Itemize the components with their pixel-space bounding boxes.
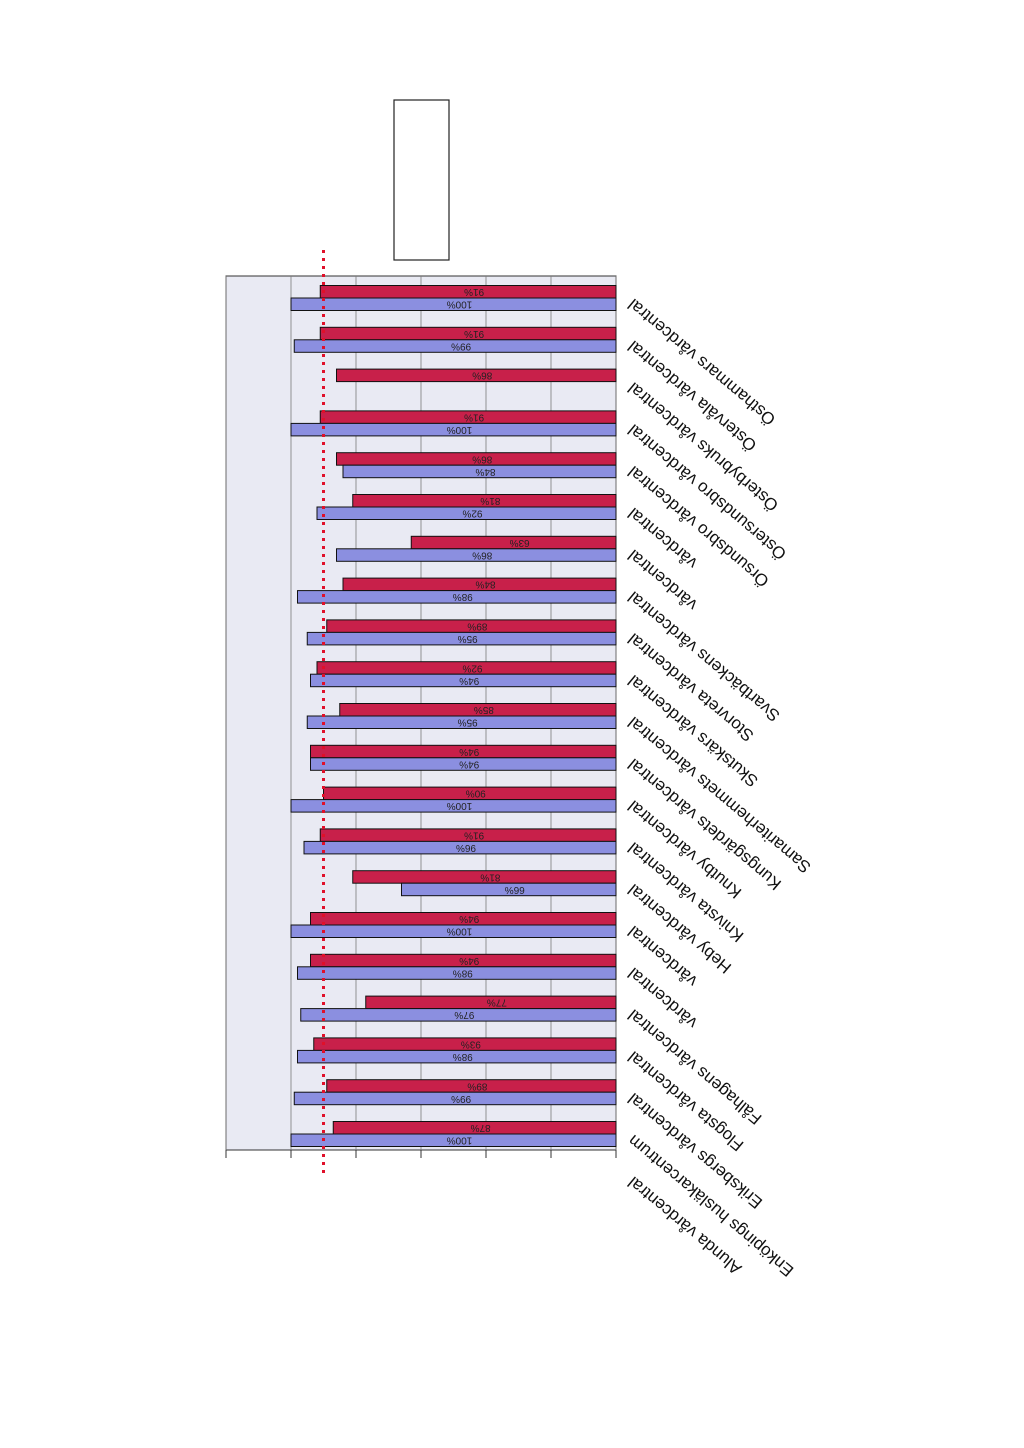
data-label-blue: 97% <box>454 1009 474 1020</box>
bar-blue <box>297 590 617 604</box>
data-label-blue: 96% <box>456 842 476 853</box>
data-label-red: 91% <box>464 286 484 297</box>
bar-blue <box>290 297 617 311</box>
data-label-blue: 100% <box>447 299 473 310</box>
data-label-red: 93% <box>461 1039 481 1050</box>
data-label-blue: 86% <box>472 549 492 560</box>
bar-blue <box>297 966 617 980</box>
data-label-red: 63% <box>510 537 530 548</box>
bars-layer: 91%100%91%99%86%91%100%86%84%81%92%63%86… <box>290 285 617 1147</box>
bar-blue <box>290 924 617 938</box>
data-label-red: 89% <box>467 1080 487 1091</box>
bar-blue <box>290 799 617 813</box>
data-label-red: 85% <box>474 704 494 715</box>
data-label-red: 92% <box>462 662 482 673</box>
data-label-red: 86% <box>472 453 492 464</box>
data-label-blue: 98% <box>453 967 473 978</box>
bar-blue <box>290 1133 617 1147</box>
data-label-red: 94% <box>459 913 479 924</box>
data-label-red: 91% <box>464 830 484 841</box>
bar-blue <box>297 1049 617 1064</box>
data-label-red: 77% <box>487 997 507 1008</box>
data-label-red: 89% <box>467 621 487 632</box>
data-label-red: 90% <box>466 788 486 799</box>
data-label-red: 81% <box>480 871 500 882</box>
data-label-red: 94% <box>459 746 479 757</box>
bar-blue <box>316 506 617 520</box>
data-label-blue: 92% <box>462 508 482 519</box>
bar-red <box>336 368 617 383</box>
data-label-blue: 100% <box>447 424 473 435</box>
bar-blue <box>290 422 617 437</box>
bar-blue <box>401 882 617 897</box>
bar-blue <box>306 631 617 646</box>
bar-blue <box>310 757 617 771</box>
bar-blue <box>303 840 617 855</box>
bar-blue <box>293 1091 617 1106</box>
data-label-blue: 100% <box>447 800 473 811</box>
data-label-blue: 98% <box>453 1051 473 1062</box>
data-label-red: 94% <box>459 955 479 966</box>
data-label-red: 91% <box>464 328 484 339</box>
data-label-blue: 100% <box>447 1135 473 1146</box>
data-label-blue: 100% <box>447 926 473 937</box>
data-label-red: 91% <box>464 412 484 423</box>
data-label-blue: 94% <box>459 758 479 769</box>
data-label-blue: 66% <box>505 884 525 895</box>
data-label-blue: 84% <box>475 466 495 477</box>
data-label-blue: 95% <box>458 633 478 644</box>
data-label-blue: 98% <box>453 591 473 602</box>
data-label-blue: 95% <box>458 717 478 728</box>
data-label-blue: 99% <box>451 1093 471 1104</box>
bar-blue <box>336 548 617 562</box>
data-label-blue: 99% <box>451 340 471 351</box>
bar-blue <box>306 715 617 729</box>
legend-box <box>393 99 450 261</box>
data-label-red: 84% <box>475 579 495 590</box>
bar-blue <box>293 339 617 353</box>
bar-blue <box>342 464 617 479</box>
data-label-red: 87% <box>471 1122 491 1133</box>
bar-blue <box>310 673 617 688</box>
data-label-blue: 94% <box>459 675 479 686</box>
bar-blue <box>300 1008 617 1022</box>
data-label-red: 86% <box>472 370 492 381</box>
data-label-red: 81% <box>480 495 500 506</box>
